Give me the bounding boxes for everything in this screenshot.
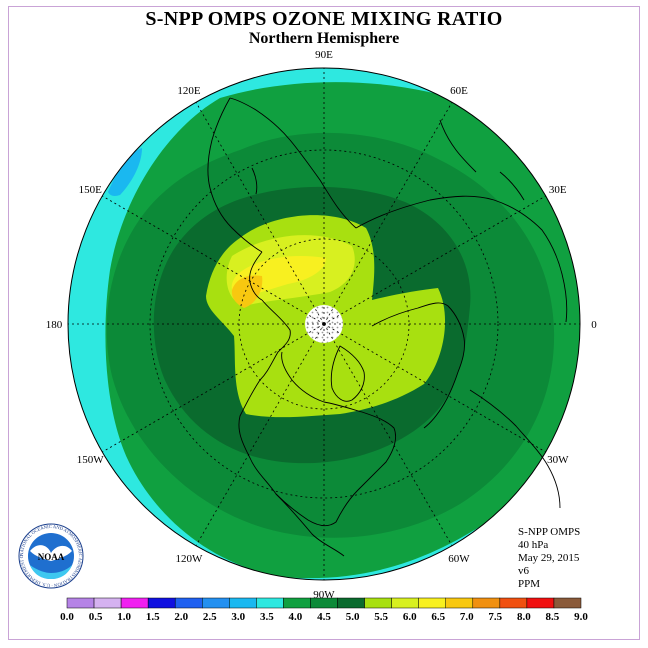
coastline-central-america xyxy=(275,493,345,557)
info-level: 40 hPa xyxy=(518,539,549,551)
colorbar-tick-label: 8.0 xyxy=(517,611,531,623)
longitude-label: 120E xyxy=(177,85,201,97)
coastline-north-america xyxy=(238,299,397,527)
colorbar-swatch xyxy=(418,597,446,609)
info-date: May 29, 2015 xyxy=(518,552,580,564)
colorbar-tick-label: 1.0 xyxy=(117,611,131,623)
noaa-bird-icon xyxy=(30,545,72,561)
coastline-asia xyxy=(229,97,568,323)
colorbar-swatch xyxy=(553,597,582,609)
colorbar-swatch xyxy=(93,597,122,609)
coastline-europe xyxy=(371,302,465,429)
chart-title: S-NPP OMPS OZONE MIXING RATIO xyxy=(145,8,503,30)
colorbar-tick-label: 0.0 xyxy=(60,611,74,623)
colorbar-swatch xyxy=(256,597,284,609)
colorbar-swatch xyxy=(310,597,338,609)
colorbar-swatch xyxy=(202,597,230,609)
longitude-label: 30W xyxy=(547,454,569,466)
longitude-label: 60W xyxy=(448,553,470,565)
colorbar-swatch xyxy=(283,597,311,609)
colorbar-swatch xyxy=(526,597,555,609)
info-units: PPM xyxy=(518,578,541,590)
coastline-india xyxy=(439,119,477,173)
colorbar-tick-label: 2.5 xyxy=(203,611,217,623)
colorbar-swatch xyxy=(337,597,365,609)
latitude-circle-30 xyxy=(149,149,499,499)
colorbar-tick-label: 7.5 xyxy=(488,611,502,623)
colorbar-tick-label: 6.0 xyxy=(403,611,417,623)
longitude-label: 0 xyxy=(591,319,597,331)
map-boundary xyxy=(67,67,581,581)
colorbar-swatch xyxy=(445,597,474,609)
noaa-wave-icon xyxy=(30,565,72,579)
graticule xyxy=(68,68,580,580)
colorbar-swatch xyxy=(472,597,501,609)
colorbar: 0.0 0.5 1.0 1.5 2.0 2.5 3.0 3.5 4.0 4.5 5.0 5.5 6.0 6… xyxy=(60,597,588,623)
colorbar-swatch xyxy=(120,597,149,609)
colorbar-tick-label: 4.0 xyxy=(289,611,303,623)
info-instrument: S-NPP OMPS xyxy=(518,526,581,538)
coastline-arabia xyxy=(499,171,525,201)
colorbar-tick-label: 8.5 xyxy=(546,611,560,623)
info-version: v6 xyxy=(518,565,529,577)
colorbar-tick-label: 2.0 xyxy=(174,611,188,623)
longitude-label: 30E xyxy=(549,184,567,196)
colorbar-tick-label: 3.5 xyxy=(260,611,274,623)
colorbar-tick-label: 3.0 xyxy=(231,611,245,623)
chart-subtitle: Northern Hemisphere xyxy=(248,30,400,47)
colorbar-tick-label: 1.5 xyxy=(146,611,160,623)
ozone-field xyxy=(68,68,580,580)
colorbar-tick-label: 4.5 xyxy=(317,611,331,623)
colorbar-tick-label: 6.5 xyxy=(431,611,445,623)
longitude-label: 150W xyxy=(77,454,105,466)
coastline-greenland xyxy=(330,345,365,402)
ozone-patch-3.0-3.5 xyxy=(108,148,142,196)
colorbar-swatches xyxy=(66,597,582,609)
noaa-wordmark: NOAA xyxy=(38,552,65,562)
colorbar-swatch xyxy=(499,597,528,609)
coastlines xyxy=(207,97,568,557)
colorbar-tick-label: 9.0 xyxy=(574,611,588,623)
colorbar-swatch xyxy=(391,597,419,609)
noaa-logo: NATIONAL OCEANIC AND ATMOSPHERIC ADMINIS… xyxy=(18,523,84,589)
coastline-east-asia xyxy=(207,97,263,253)
figure-border xyxy=(8,6,640,640)
longitude-label: 90E xyxy=(315,49,333,61)
colorbar-swatch xyxy=(174,597,203,609)
coastline-japan xyxy=(251,167,258,195)
colorbar-tick-label: 5.0 xyxy=(346,611,360,623)
colorbar-swatch xyxy=(364,597,392,609)
longitude-label: 120W xyxy=(176,553,204,565)
colorbar-swatch xyxy=(229,597,257,609)
longitude-label: 60E xyxy=(450,85,468,97)
longitude-label: 150E xyxy=(79,184,103,196)
colorbar-tick-label: 5.5 xyxy=(374,611,388,623)
info-block: S-NPP OMPS 40 hPa May 29, 2015 v6 PPM xyxy=(518,526,580,591)
colorbar-swatch xyxy=(147,597,176,609)
longitude-label: 180 xyxy=(46,319,63,331)
colorbar-tick-label: 7.0 xyxy=(460,611,474,623)
colorbar-swatch xyxy=(66,597,95,609)
colorbar-labels: 0.0 0.5 1.0 1.5 2.0 2.5 3.0 3.5 4.0 4.5 5.0 5.5 6.0 6… xyxy=(60,611,588,623)
coastline-africa xyxy=(469,389,561,509)
colorbar-tick-label: 0.5 xyxy=(89,611,103,623)
